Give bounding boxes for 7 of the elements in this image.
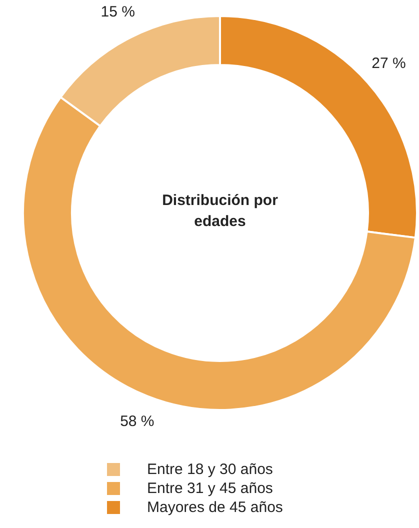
data-label: 15 % xyxy=(100,3,135,20)
legend-label: Entre 31 y 45 años xyxy=(147,480,273,497)
data-label: 58 % xyxy=(120,413,154,430)
text: Distribución por edades xyxy=(162,192,278,230)
legend-label: Mayores de 45 años xyxy=(147,499,283,516)
data-label: 27 % xyxy=(372,55,406,72)
legend-label: Entre 18 y 30 años xyxy=(147,461,273,478)
